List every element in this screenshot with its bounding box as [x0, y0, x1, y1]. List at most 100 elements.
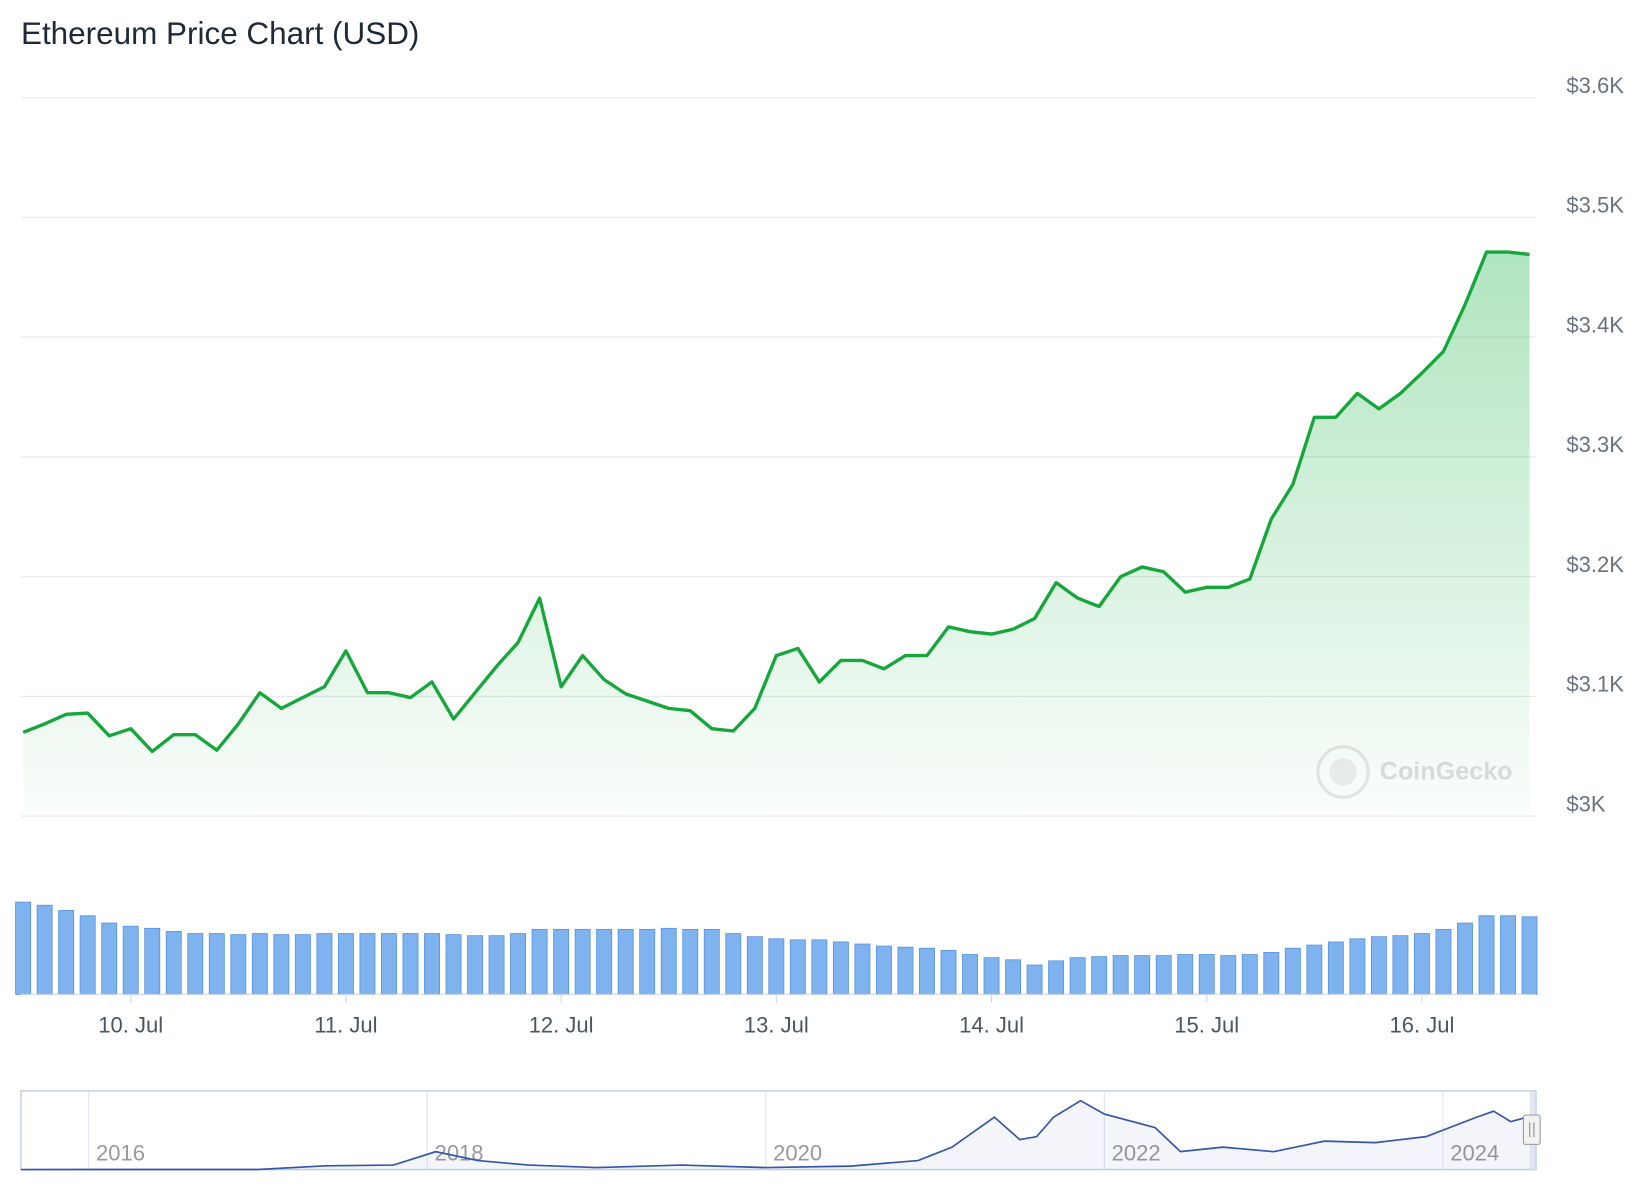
volume-bar — [381, 933, 397, 995]
volume-bar — [660, 927, 677, 995]
volume-bar — [1435, 928, 1452, 995]
x-tick-label: 11. Jul — [314, 1013, 377, 1038]
navigator-tick-label: 2024 — [1450, 1141, 1499, 1166]
volume-bar — [15, 901, 32, 995]
navigator-tick-label: 2022 — [1112, 1141, 1161, 1166]
y-tick-label: $3.5K — [1566, 193, 1624, 218]
volume-bar — [1263, 952, 1280, 995]
price-line — [22, 250, 1530, 754]
volume-bar — [1155, 955, 1172, 995]
volume-bar — [617, 928, 634, 995]
handle[interactable] — [1522, 1114, 1541, 1145]
volume-bar — [1177, 954, 1194, 995]
x-tick-label: 12. Jul — [529, 1013, 594, 1038]
volume-bar — [467, 935, 484, 995]
watermark-text: CoinGecko — [1380, 758, 1513, 786]
x-tick-label: 13. Jul — [744, 1013, 809, 1038]
volume-bar — [144, 927, 161, 995]
volume-bar — [1005, 959, 1022, 995]
grid: $3K $3.1K $3.2K $3.3K $3.4K $3.5K $3.6K 10. Jul… — [20, 73, 1624, 1038]
volume-bar — [424, 933, 440, 995]
volume-bar — [832, 941, 849, 995]
volume-bar — [1349, 938, 1366, 995]
volume-bar — [1241, 954, 1258, 995]
y-tick-label: $3.2K — [1566, 552, 1624, 577]
volume-bar — [1069, 957, 1086, 995]
volume-bar — [1327, 941, 1344, 995]
volume-bar — [273, 934, 290, 995]
volume-bar — [1134, 955, 1151, 995]
volume-bar — [789, 939, 806, 995]
volume-bar — [1306, 944, 1323, 995]
volume-bar — [79, 915, 96, 995]
volume-bar — [294, 934, 311, 995]
watermark-logo — [1316, 745, 1370, 799]
volume-bar — [1026, 964, 1043, 995]
y-tick-label: $3K — [1566, 791, 1605, 816]
volume-bar — [596, 928, 613, 995]
navigator-tick-label: 2020 — [773, 1141, 822, 1166]
x-tick-label: 14. Jul — [959, 1013, 1024, 1038]
volume-bar — [208, 933, 225, 995]
volume-bar — [574, 928, 591, 995]
volume-bar — [1091, 956, 1108, 995]
volume-bar — [1478, 915, 1495, 995]
volume-bar — [187, 933, 204, 995]
volume-bar — [962, 954, 978, 995]
volume-bar — [940, 949, 957, 995]
volume-bar — [768, 938, 785, 995]
x-tick-label: 16. Jul — [1390, 1013, 1455, 1038]
volume-bar — [488, 935, 505, 995]
volume-bar — [725, 933, 742, 995]
volume-bar — [1370, 936, 1387, 995]
volume-bar — [230, 934, 247, 995]
volume-bar — [1521, 916, 1538, 995]
chart-title: Ethereum Price Chart (USD) — [21, 16, 419, 51]
volume-bar — [251, 933, 268, 995]
volume-bar — [1457, 922, 1473, 995]
volume-bar — [36, 904, 53, 995]
volume-bar — [919, 947, 935, 995]
watermark: CoinGecko — [1316, 745, 1513, 799]
volume-bar — [854, 943, 871, 995]
volume-bar — [101, 922, 118, 995]
volume-bar — [1500, 915, 1516, 995]
plot — [15, 250, 1538, 995]
volume-bar — [703, 928, 720, 995]
volume-bar — [1220, 955, 1237, 995]
watermark-logo — [1329, 758, 1357, 786]
y-tick-label: $3.3K — [1566, 432, 1624, 457]
x-tick-label: 15. Jul — [1174, 1013, 1239, 1038]
volume-bar — [811, 939, 828, 995]
volume-bar — [1198, 954, 1215, 995]
volume-bar — [337, 933, 354, 995]
volume-bar — [682, 928, 699, 995]
y-tick-label: $3.6K — [1566, 73, 1624, 98]
volume-bar — [553, 928, 570, 995]
price-area — [23, 252, 1530, 817]
x-tick-label: 10. Jul — [98, 1013, 163, 1038]
volume-bar — [165, 931, 182, 995]
volume-bar — [316, 933, 333, 995]
volume-bar — [402, 933, 419, 995]
y-tick-label: $3.1K — [1566, 672, 1624, 697]
navigator-tick-label: 2016 — [96, 1141, 145, 1166]
navigator: 2016 2018 2020 2022 2024 — [20, 1090, 1537, 1171]
volume-bar — [1413, 933, 1430, 995]
navigator-line — [20, 1099, 1537, 1171]
navigator-handle[interactable] — [1522, 1090, 1541, 1170]
volume-bar — [983, 957, 1000, 995]
volume-bar — [1112, 955, 1129, 995]
volume-bar — [122, 925, 139, 995]
volume-bar — [639, 928, 656, 995]
volume-bar — [1392, 935, 1409, 995]
volume-bar — [445, 934, 462, 995]
volume-bar — [1284, 947, 1301, 995]
volume-bar — [1048, 960, 1065, 995]
volume-bar — [746, 936, 763, 995]
volume-bar — [359, 933, 376, 995]
y-tick-label: $3.4K — [1566, 312, 1624, 337]
volume-bar — [58, 910, 75, 995]
